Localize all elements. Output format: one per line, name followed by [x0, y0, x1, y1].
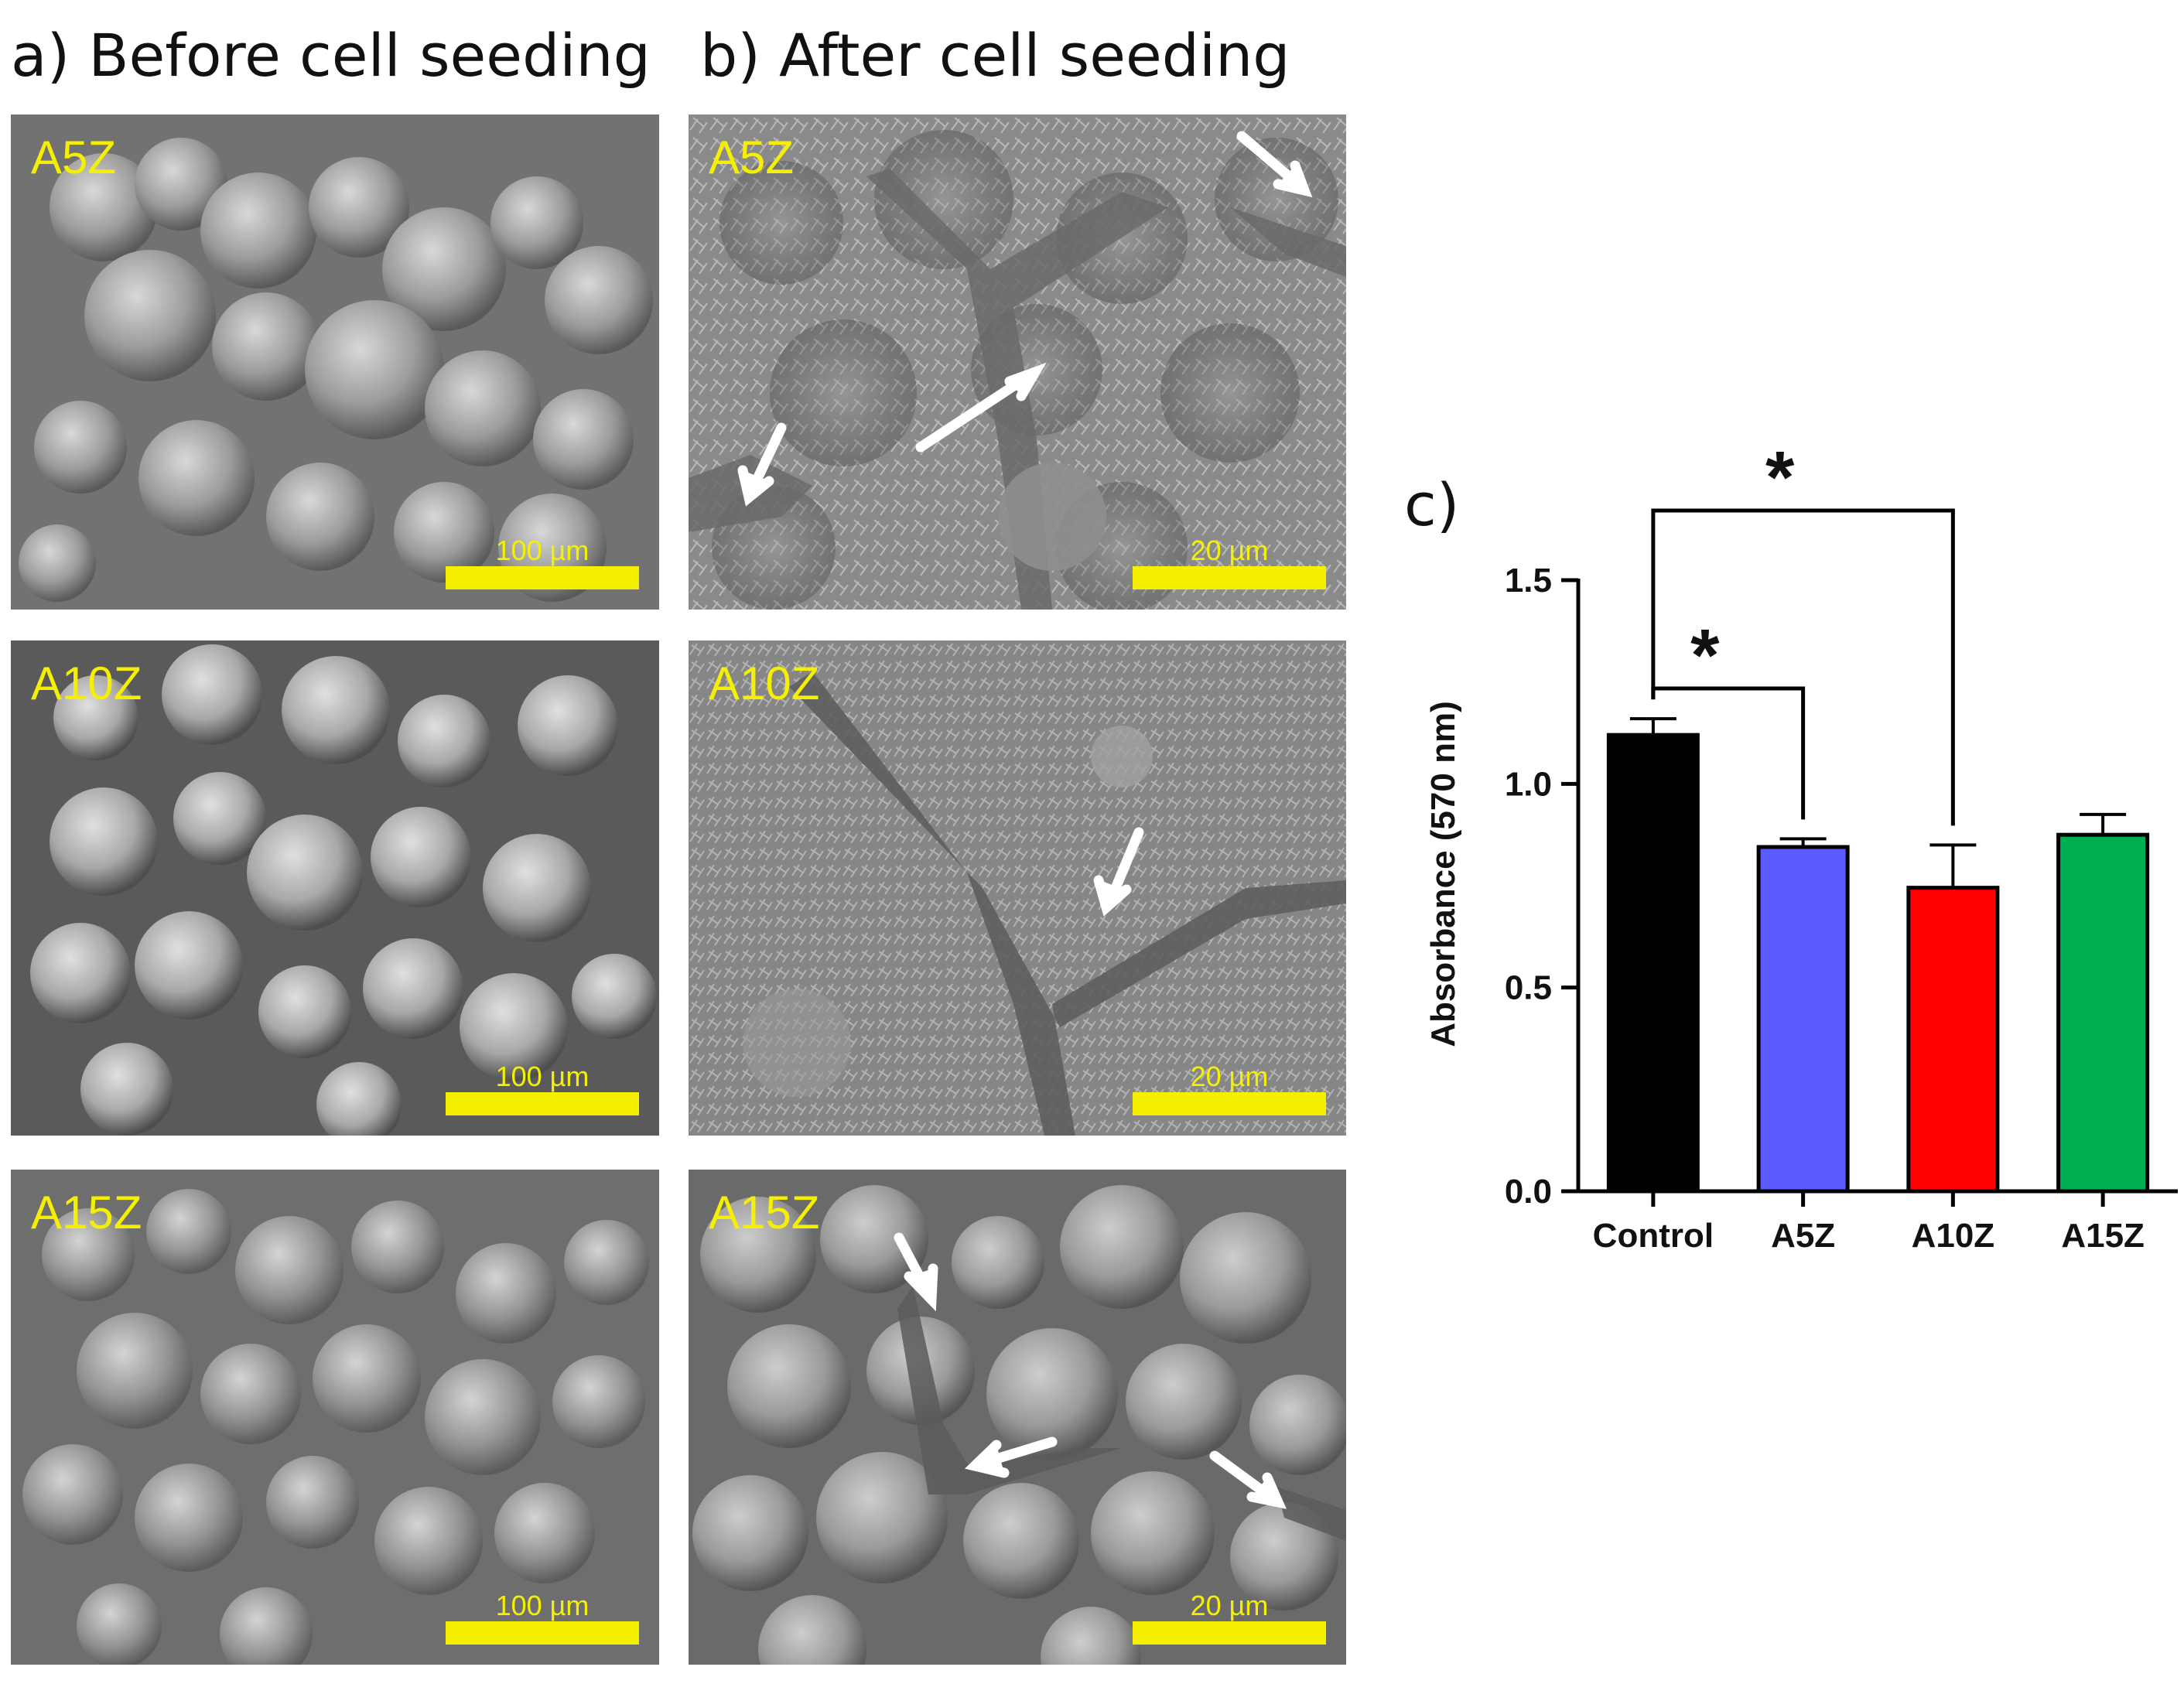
x-tick-label: A10Z — [1912, 1217, 1995, 1255]
sem-image-after-a5z: A5Z 20 µm — [689, 114, 1346, 610]
sample-label: A5Z — [31, 132, 117, 183]
scale-bar-label: 100 µm — [495, 535, 590, 566]
scale-bar — [446, 1092, 639, 1115]
scale-bar — [446, 566, 639, 589]
scale-bar — [1133, 1092, 1326, 1115]
panel-b-header: b) After cell seeding — [700, 21, 1290, 90]
scale-bar-label: 20 µm — [1190, 535, 1269, 566]
y-tick-label: 0.5 — [1505, 969, 1552, 1007]
granular-texture — [11, 114, 659, 610]
significance-label: * — [1765, 436, 1795, 519]
significance-bracket — [1651, 508, 1955, 826]
scale-bar-label: 20 µm — [1190, 1590, 1269, 1621]
y-tick-label: 1.0 — [1505, 765, 1552, 803]
y-axis-label: Absorbance (570 nm) — [1424, 701, 1462, 1047]
bar — [1906, 886, 2000, 1194]
sem-image-after-a10z: A10Z 20 µm — [689, 640, 1346, 1136]
sem-image-before-a10z: A10Z 100 µm — [11, 640, 659, 1136]
scale-bar-label: 100 µm — [495, 1061, 590, 1092]
sem-image-after-a15z: A15Z 20 µm — [689, 1170, 1346, 1665]
panel-a-header: a) Before cell seeding — [11, 21, 651, 90]
sem-image-before-a5z: A5Z 100 µm — [11, 114, 659, 610]
scale-bar — [1133, 1621, 1326, 1645]
plot-area: 0.0 0.5 1.0 1.5 Control A5Z A10Z A15Z * * — [1505, 436, 2178, 1255]
sample-label: A15Z — [709, 1187, 820, 1238]
scale-bar — [446, 1621, 639, 1645]
x-tick-label: Control — [1593, 1217, 1714, 1255]
y-tick-label: 1.5 — [1505, 562, 1552, 599]
scale-bar — [1133, 566, 1326, 589]
crystal-texture — [689, 114, 1346, 610]
absorbance-bar-chart: Absorbance (570 nm) 0.0 0.5 1.0 1.5 Control A… — [1424, 436, 2178, 1255]
y-tick-label: 0.0 — [1505, 1173, 1552, 1211]
bar — [2056, 832, 2150, 1194]
sample-label: A10Z — [31, 658, 142, 709]
panel-c-header: c) — [1404, 470, 1460, 539]
bar — [1756, 845, 1850, 1194]
sample-label: A5Z — [709, 132, 795, 183]
x-tick-label: A15Z — [2061, 1217, 2145, 1255]
x-tick-label: A5Z — [1771, 1217, 1835, 1255]
scale-bar-label: 100 µm — [495, 1590, 590, 1621]
crystal-texture — [689, 640, 1346, 1136]
sample-label: A10Z — [709, 658, 820, 709]
granular-texture — [689, 1170, 1346, 1665]
sample-label: A15Z — [31, 1187, 142, 1238]
sem-image-before-a15z: A15Z 100 µm — [11, 1170, 659, 1665]
granular-texture — [11, 640, 659, 1136]
granular-texture — [11, 1170, 659, 1665]
significance-label: * — [1690, 614, 1720, 697]
scale-bar-label: 20 µm — [1190, 1061, 1269, 1092]
bar — [1606, 733, 1700, 1194]
